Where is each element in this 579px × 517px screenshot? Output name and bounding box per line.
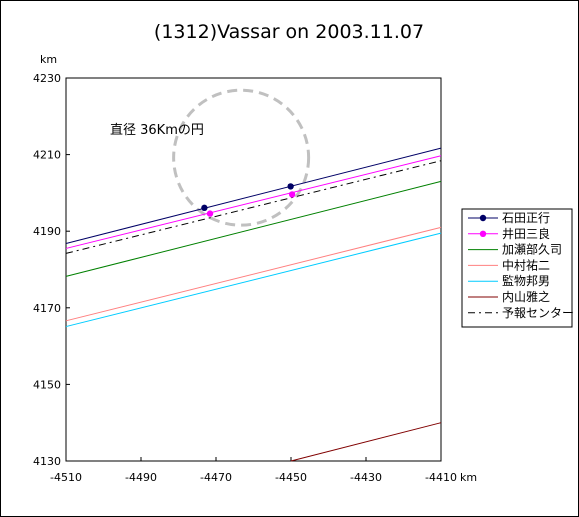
legend-marker-1 — [479, 214, 487, 222]
series-line-1 — [65, 147, 442, 244]
x-tick-label: -4510 — [50, 471, 82, 484]
y-tick-label: 4130 — [33, 455, 61, 468]
x-unit-label: km — [460, 471, 477, 484]
y-tick-label: 4210 — [33, 149, 61, 162]
series-line-3 — [65, 180, 442, 277]
series-line-4 — [65, 226, 442, 322]
x-tick-label: -4450 — [275, 471, 307, 484]
y-tick-label: 4230 — [33, 72, 61, 85]
y-tick-label: 4190 — [33, 225, 61, 238]
legend-label: 石田正行 — [502, 211, 550, 225]
series-point-1 — [201, 204, 208, 212]
legend-marker-2 — [479, 230, 487, 237]
series-point-2 — [288, 191, 296, 198]
series-line-7 — [65, 160, 442, 254]
series-line-5 — [65, 232, 442, 328]
plot-area — [65, 77, 442, 462]
legend-box — [461, 208, 573, 328]
annotation-label: 直径 36Kmの円 — [110, 123, 204, 138]
legend-label: 加瀬部久司 — [502, 242, 562, 257]
y-tick-label: 4150 — [33, 378, 61, 391]
x-tick-label: -4410 — [425, 471, 457, 484]
legend-label: 監物邦男 — [502, 273, 550, 288]
x-tick-label: -4430 — [350, 471, 382, 484]
series-point-1 — [287, 183, 294, 190]
series-line-2 — [65, 155, 442, 249]
legend-label: 内山雅之 — [502, 289, 550, 304]
series-point-2 — [206, 210, 214, 217]
diameter-circle — [172, 88, 311, 227]
y-unit-label: km — [40, 53, 57, 66]
series-line-6 — [290, 422, 442, 462]
legend-label: 井田三良 — [502, 226, 550, 241]
chart-title: (1312)Vassar on 2003.11.07 — [154, 21, 424, 43]
legend-label: 中村祐二 — [502, 257, 550, 272]
y-tick-label: 4170 — [33, 302, 61, 315]
x-tick-label: -4470 — [200, 471, 232, 484]
x-tick-label: -4490 — [125, 471, 157, 484]
legend-label: 予報センター — [502, 306, 574, 320]
